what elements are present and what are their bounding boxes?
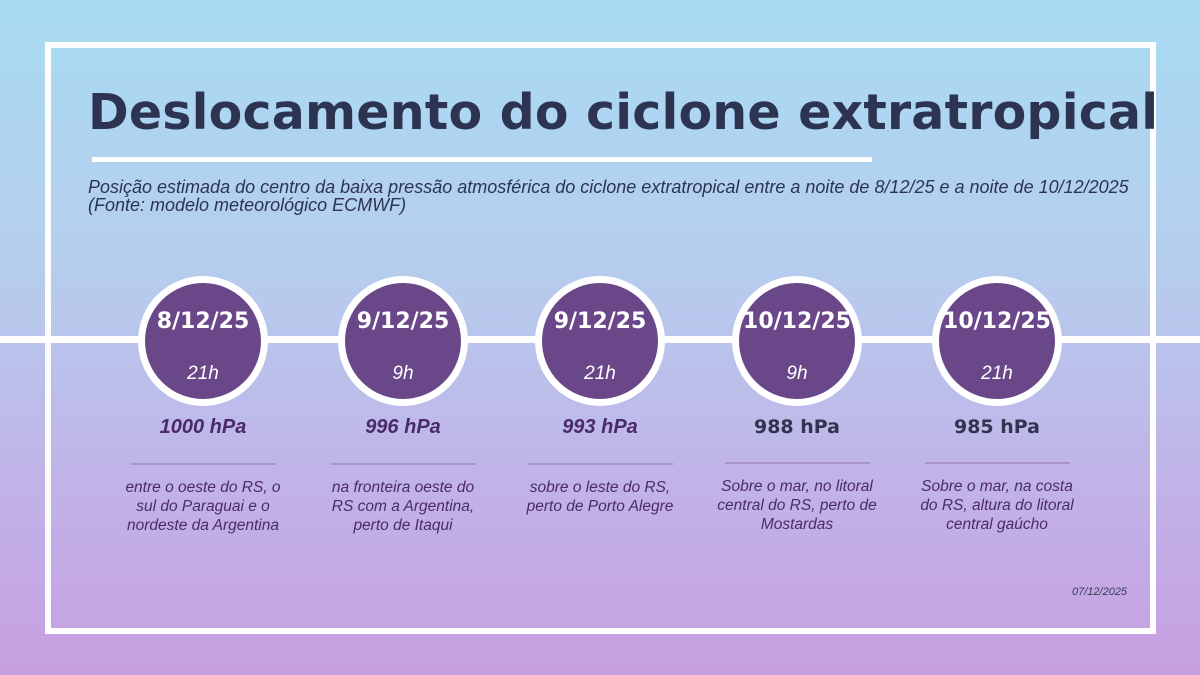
- divider: [724, 462, 870, 464]
- node-pressure: 1000 hPa: [159, 416, 247, 438]
- timeline-circle: 8/12/25 21h: [138, 276, 268, 406]
- node-pressure: 993 hPa: [562, 416, 638, 438]
- node-hour: 21h: [584, 363, 616, 384]
- node-hour: 21h: [187, 363, 219, 384]
- timeline-node: 10/12/25 9h 988 hPa Sobre o mar, no lito…: [697, 276, 897, 534]
- node-hour: 21h: [981, 363, 1013, 384]
- node-date: 9/12/25: [356, 309, 450, 334]
- node-pressure: 985 hPa: [953, 416, 1041, 438]
- timeline-node: 9/12/25 21h 993 hPa sobre o leste do RS,…: [500, 276, 700, 516]
- node-hour: 9h: [786, 363, 808, 384]
- page-title: Deslocamento do ciclone extratropical: [88, 84, 1159, 141]
- node-description: sobre o leste do RS, perto de Porto Aleg…: [526, 479, 674, 515]
- node-pressure: 988 hPa: [753, 416, 841, 438]
- node-pressure: 996 hPa: [365, 416, 441, 438]
- node-description: Sobre o mar, no litoral central do RS, p…: [717, 478, 877, 533]
- node-description: na fronteira oeste do RS com a Argentina…: [331, 479, 475, 534]
- subtitle: Posição estimada do centro da baixa pres…: [88, 177, 1129, 215]
- node-hour: 9h: [392, 363, 414, 384]
- title-underline: [92, 157, 872, 162]
- divider: [330, 463, 476, 465]
- timeline-circle: 10/12/25 9h: [732, 276, 862, 406]
- node-date: 9/12/25: [553, 309, 647, 334]
- node-date: 10/12/25: [743, 309, 851, 334]
- divider: [924, 462, 1070, 464]
- node-date: 8/12/25: [156, 309, 250, 334]
- node-description: entre o oeste do RS, o sul do Paraguai e…: [125, 479, 281, 534]
- timeline-node: 10/12/25 21h 985 hPa Sobre o mar, na cos…: [897, 276, 1097, 534]
- timeline-circle: 10/12/25 21h: [932, 276, 1062, 406]
- divider: [130, 463, 276, 465]
- node-description: Sobre o mar, na costa do RS, altura do l…: [920, 478, 1074, 533]
- timeline-circle: 9/12/25 9h: [338, 276, 468, 406]
- timeline-circle: 9/12/25 21h: [535, 276, 665, 406]
- node-date: 10/12/25: [943, 309, 1051, 334]
- timeline-node: 8/12/25 21h 1000 hPa entre o oeste do RS…: [103, 276, 303, 535]
- timeline-node: 9/12/25 9h 996 hPa na fronteira oeste do…: [303, 276, 503, 535]
- divider: [527, 463, 673, 465]
- date-stamp: 07/12/2025: [1072, 586, 1128, 598]
